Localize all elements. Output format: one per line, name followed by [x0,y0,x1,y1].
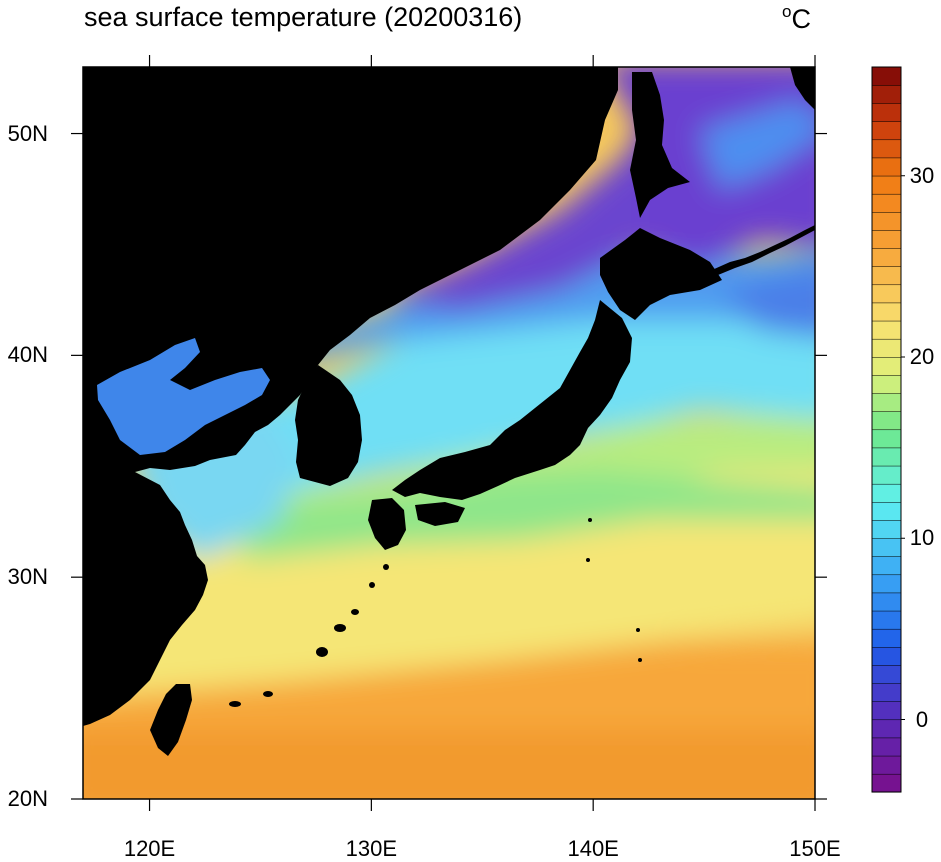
colorbar-segment [871,338,902,358]
lat-tick-label: 30N [7,564,48,590]
colorbar-segment [871,121,902,141]
korea [295,365,362,486]
colorbar-segment [871,592,902,612]
kuril-blue [720,266,815,337]
colorbar-segment [871,773,902,793]
kamchatka [790,67,815,110]
lon-tick-label: 150E [789,836,841,861]
colorbar-segment [871,610,902,630]
map-title: sea surface temperature (20200316) [84,2,523,32]
units-label: oC [782,2,811,35]
colorbar-segment [871,519,902,539]
lat-tick-label: 50N [7,120,48,146]
colorbar-segment [871,755,902,775]
colorbar-segment [871,284,902,304]
hokkaido [600,228,722,320]
colorbar-segment [871,556,902,576]
lon-tick-label: 140E [567,836,619,861]
colorbar-segment [871,266,902,286]
colorbar [871,66,902,793]
colorbar-segment [871,646,902,666]
colorbar-segment [871,157,902,177]
warm-band-far-south [83,730,815,799]
colorbar-segment [871,664,902,684]
colorbar-segment [871,248,902,267]
units-letter: C [791,4,811,34]
taiwan [150,684,192,756]
asia-continent [83,67,618,726]
colorbar-segment [871,411,902,431]
colorbar-segment [871,66,902,86]
izu-islands [586,518,642,662]
colorbar-segment [871,193,902,213]
colorbar-segment [871,574,902,594]
colorbar-segment [871,429,902,449]
kuril-islands [712,225,815,275]
colorbar-segment [871,501,902,521]
colorbar-tick-label: 10 [909,525,935,551]
colorbar-frame [871,66,902,793]
map-tick-marks [71,55,827,811]
okhotsk-blue-tongue [700,100,815,190]
colorbar-segment [871,211,902,231]
colorbar-segment [871,719,902,739]
colorbar-segment [871,701,902,721]
bohai-gulf [97,338,270,455]
ryukyu-islands [229,564,389,707]
colorbar-segment [871,356,902,376]
colorbar-segment [871,374,902,394]
colorbar-segment [871,393,902,412]
colorbar-segment [871,465,902,485]
shikoku [415,502,465,526]
colorbar-segment [871,683,902,702]
colorbar-tick-label: 0 [915,706,929,732]
degree-symbol: o [782,2,792,21]
colorbar-tick-label: 20 [909,344,935,369]
lon-tick-label: 120E [123,836,176,861]
lat-tick-label: 40N [7,342,48,368]
sakhalin [630,72,690,218]
colorbar-segment [871,483,902,503]
colorbar-segment [871,302,902,322]
colorbar-tick-label: 30 [909,162,935,188]
colorbar-segment [871,320,902,340]
lat-tick-label: 20N [7,786,48,811]
colorbar-segment [871,737,902,757]
colorbar-segment [871,139,902,159]
colorbar-segment [871,84,902,104]
land [83,67,815,756]
purple-sea-of-japan [380,130,640,310]
map-frame [82,66,816,800]
colorbar-segment [871,229,902,249]
kyushu [368,498,406,550]
sea-surface-field [83,67,815,799]
honshu [392,300,632,500]
lon-tick-label: 130E [345,836,398,861]
colorbar-segment [871,538,902,557]
colorbar-segment [871,628,902,648]
colorbar-ticks [901,175,905,720]
colorbar-segment [871,447,902,467]
colorbar-segment [871,103,902,122]
colorbar-segment [871,175,902,195]
